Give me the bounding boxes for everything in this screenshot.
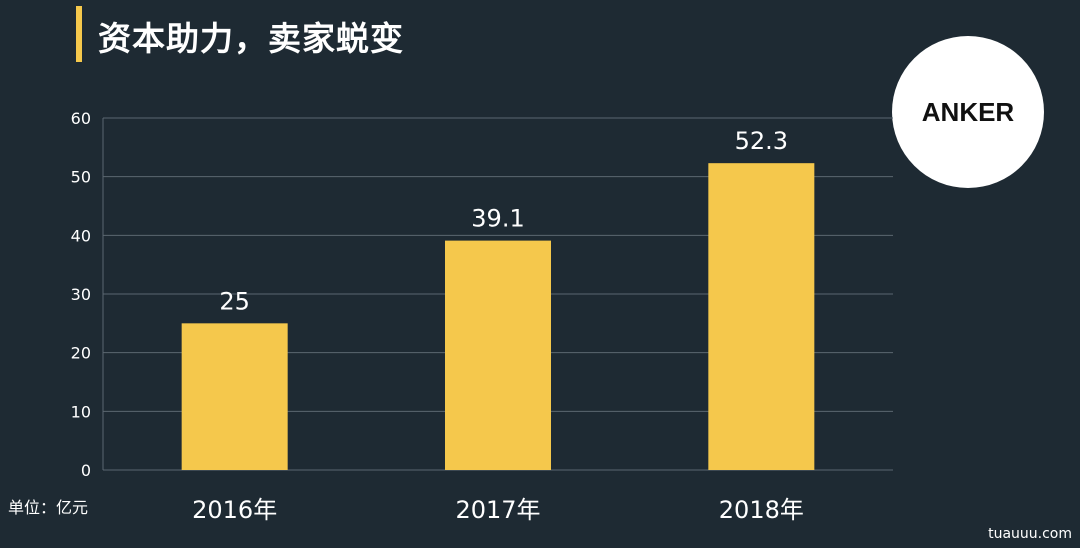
- y-tick-label: 50: [71, 168, 91, 187]
- y-tick-label: 40: [71, 226, 91, 245]
- page-title: 资本助力，卖家蜕变: [98, 19, 404, 58]
- bar: [181, 323, 288, 470]
- x-tick-label: 2018年: [719, 496, 804, 524]
- unit-label: 单位：亿元: [8, 498, 89, 517]
- y-tick-label: 0: [81, 461, 91, 480]
- bar-value-label: 25: [219, 287, 250, 315]
- anker-logo-mark: ANKER: [922, 97, 1015, 127]
- bar: [445, 240, 551, 470]
- y-tick-label: 20: [71, 344, 91, 363]
- x-tick-label: 2017年: [455, 496, 540, 524]
- bar: [708, 163, 815, 470]
- title-accent-bar: [76, 6, 82, 62]
- x-tick-label: 2016年: [192, 496, 277, 524]
- bar-value-label: 52.3: [735, 127, 788, 155]
- footer-watermark: tuauuu.com: [988, 526, 1072, 542]
- y-tick-label: 60: [71, 109, 91, 128]
- bar-value-label: 39.1: [471, 205, 524, 233]
- y-tick-label: 30: [71, 285, 91, 304]
- anker-logo: ANKER: [892, 36, 1044, 188]
- logo-text: ANKER: [922, 97, 1015, 127]
- y-tick-label: 10: [71, 402, 91, 421]
